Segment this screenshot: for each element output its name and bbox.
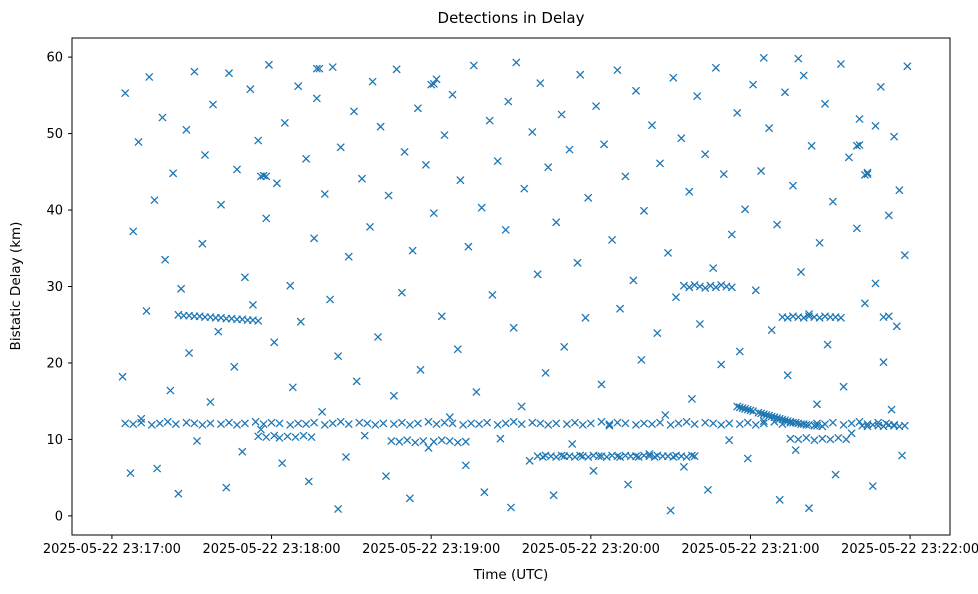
y-tick-label: 20	[46, 356, 63, 371]
x-axis-label: Time (UTC)	[473, 567, 549, 583]
scatter-marker-path	[118, 54, 912, 515]
y-tick-label: 30	[46, 280, 63, 295]
y-tick-label: 10	[46, 433, 63, 448]
x-tick-label: 2025-05-22 23:19:00	[362, 542, 500, 557]
plot-area-border	[71, 37, 951, 536]
y-tick-label: 60	[46, 51, 63, 66]
scatter-markers	[118, 54, 912, 515]
x-tick-label: 2025-05-22 23:20:00	[522, 542, 660, 557]
y-axis-label: Bistatic Delay (km)	[8, 222, 24, 351]
chart-title: Detections in Delay	[438, 9, 585, 27]
y-axis-ticks: 0 10 20 30 40 50 60	[46, 51, 72, 524]
y-tick-label: 50	[46, 127, 63, 142]
x-tick-label: 2025-05-22 23:21:00	[681, 542, 819, 557]
x-axis-ticks: 2025-05-22 23:17:00 2025-05-22 23:18:00 20…	[43, 535, 978, 557]
x-tick-label: 2025-05-22 23:22:00	[841, 542, 978, 557]
x-tick-label: 2025-05-22 23:17:00	[43, 542, 181, 557]
y-tick-label: 40	[46, 204, 63, 219]
x-tick-label: 2025-05-22 23:18:00	[203, 542, 341, 557]
y-tick-label: 0	[55, 509, 63, 524]
